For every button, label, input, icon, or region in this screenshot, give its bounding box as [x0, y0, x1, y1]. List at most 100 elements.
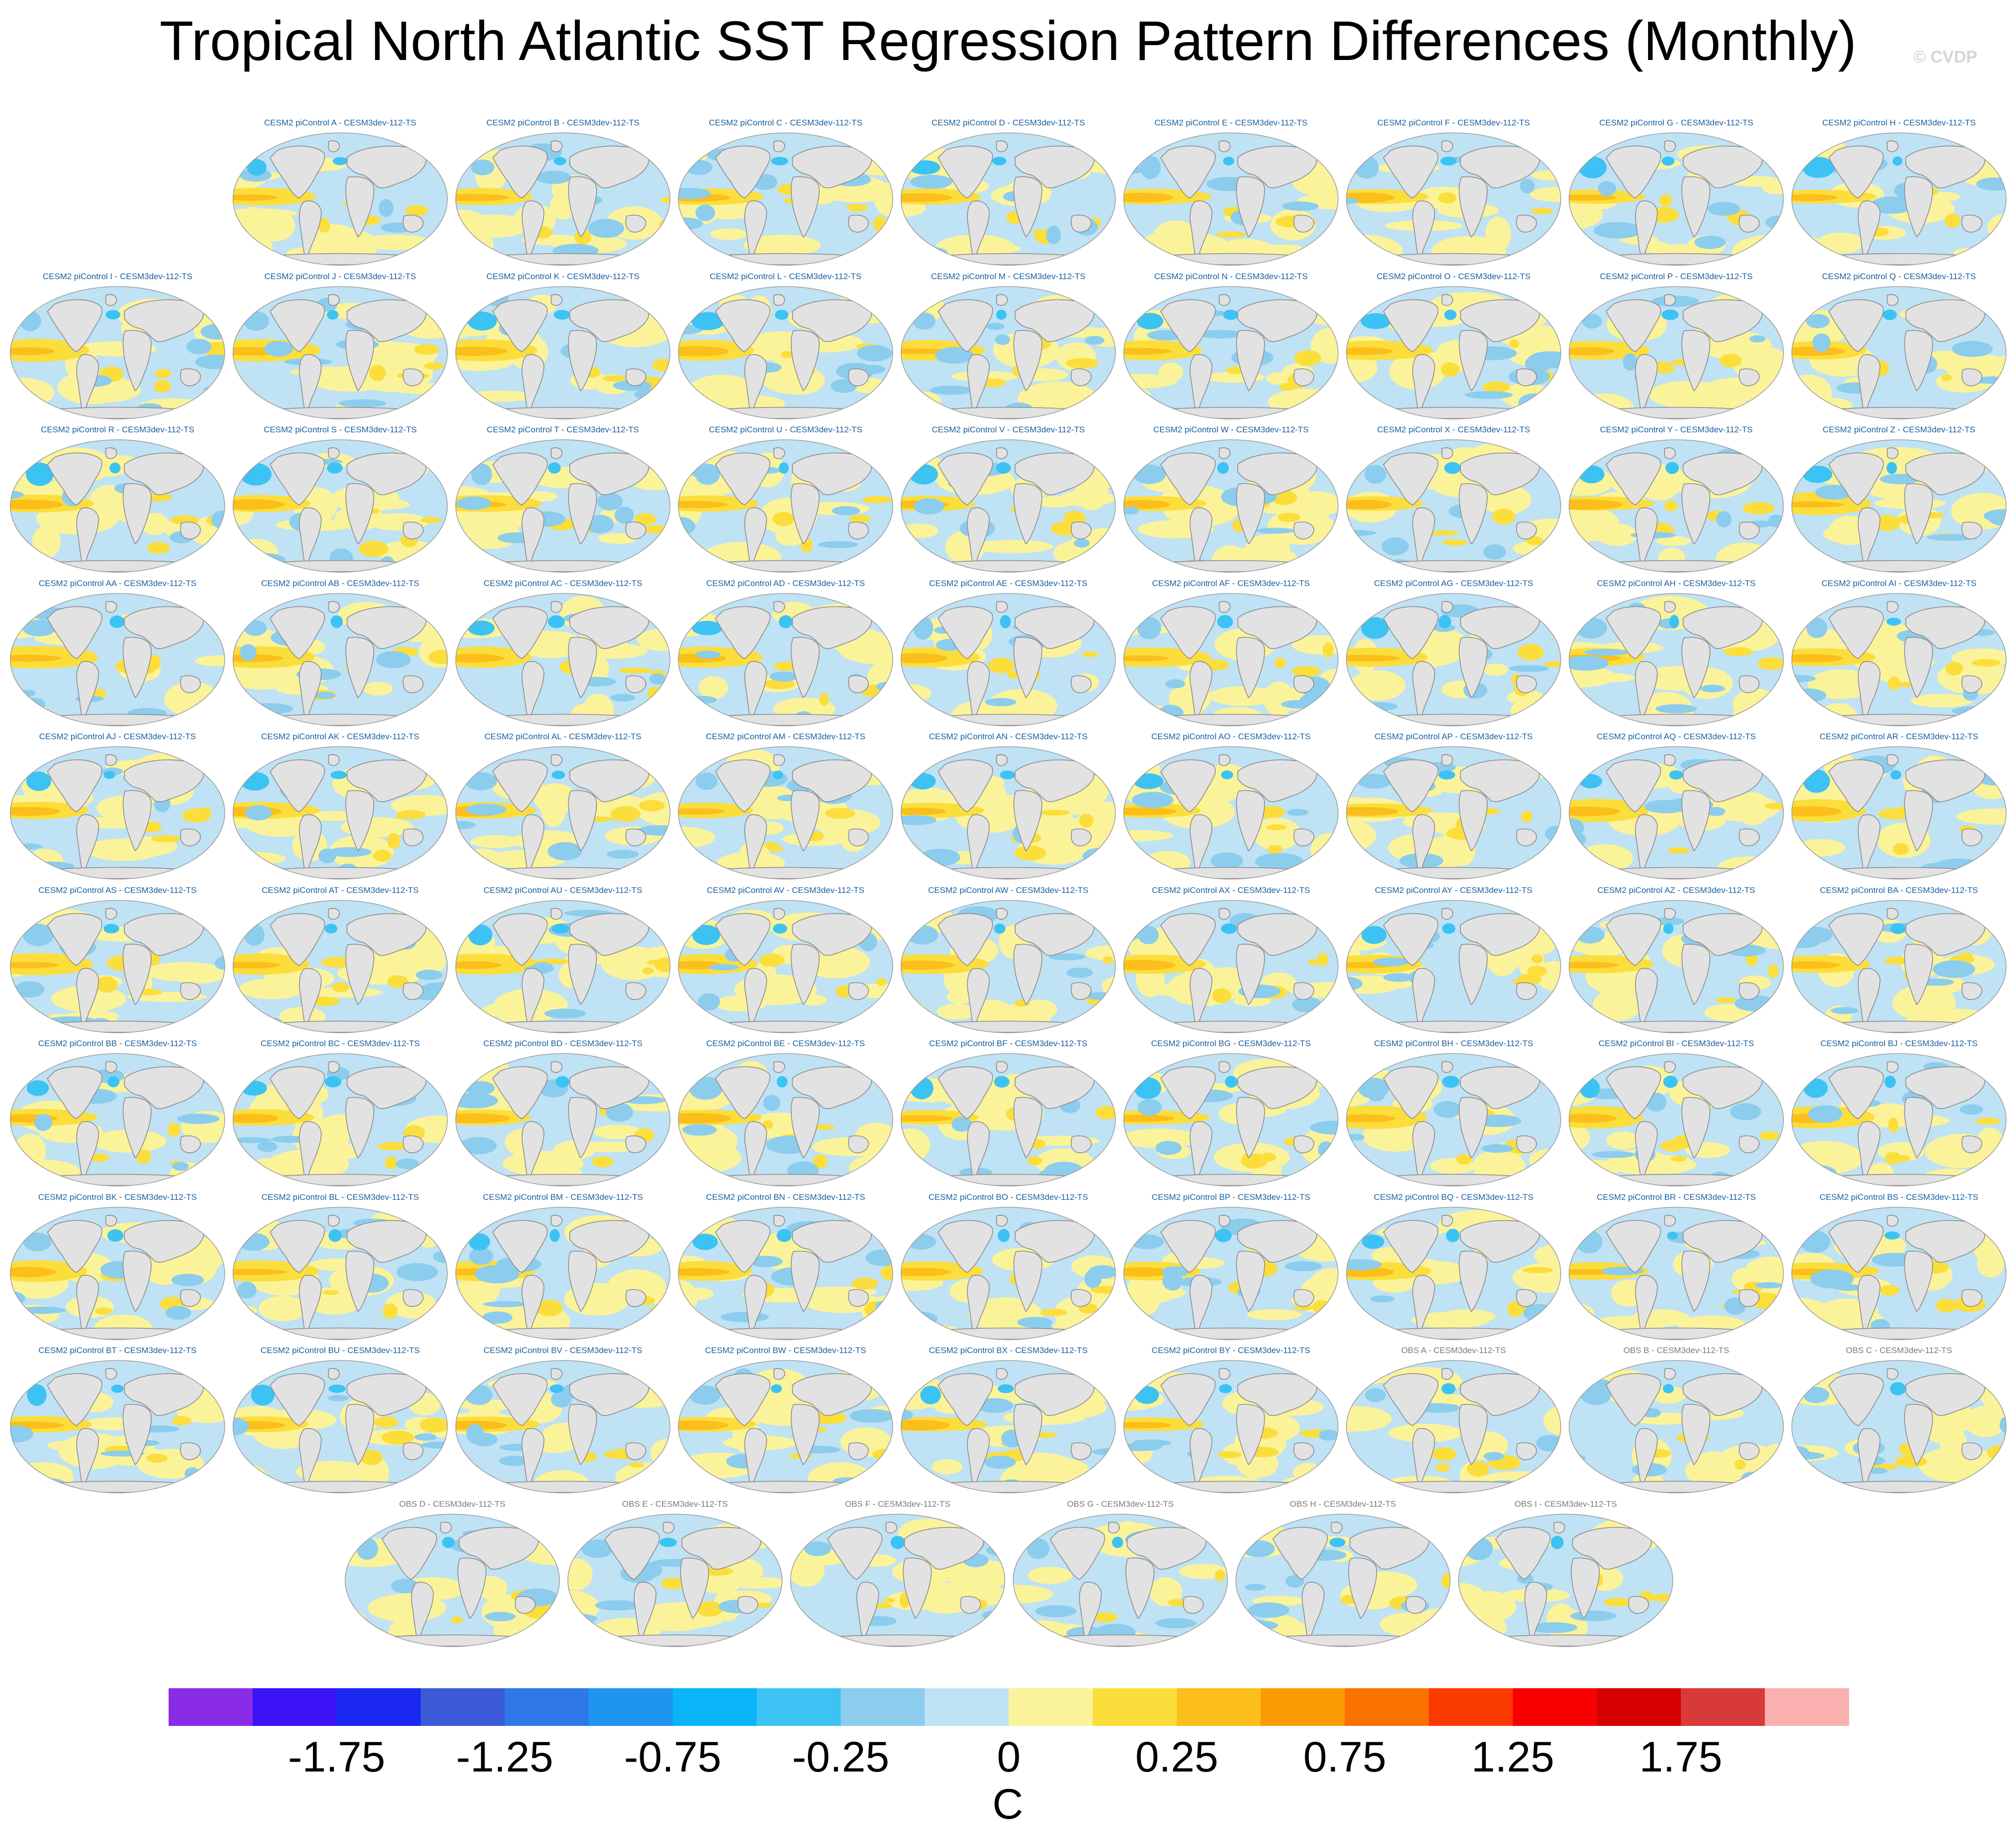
map-panel: OBS C - CESM3dev-112-TS	[1788, 1345, 2010, 1496]
panel-title: CESM2 piControl BU - CESM3dev-112-TS	[260, 1346, 420, 1355]
sst-map	[678, 746, 893, 880]
map-panel: CESM2 piControl AN - CESM3dev-112-TS	[897, 731, 1119, 882]
map-panel: CESM2 piControl F - CESM3dev-112-TS	[1343, 117, 1565, 268]
map-panel: CESM2 piControl AY - CESM3dev-112-TS	[1343, 885, 1565, 1036]
map-panel: CESM2 piControl Y - CESM3dev-112-TS	[1565, 424, 1787, 575]
map-panel: CESM2 piControl BN - CESM3dev-112-TS	[674, 1191, 897, 1343]
panel-title: CESM2 piControl G - CESM3dev-112-TS	[1599, 118, 1754, 127]
sst-map	[901, 132, 1116, 266]
map-panel: CESM2 piControl BU - CESM3dev-112-TS	[229, 1345, 451, 1496]
panel-title: CESM2 piControl A - CESM3dev-112-TS	[264, 118, 417, 127]
map-panel: CESM2 piControl U - CESM3dev-112-TS	[674, 424, 897, 575]
panel-title: CESM2 piControl T - CESM3dev-112-TS	[487, 425, 639, 434]
colorbar-tick-label: -0.25	[792, 1733, 890, 1781]
sst-map	[10, 439, 225, 573]
panel-title: OBS C - CESM3dev-112-TS	[1845, 1346, 1953, 1355]
panel-title: CESM2 piControl E - CESM3dev-112-TS	[1154, 118, 1308, 127]
panel-title: CESM2 piControl AN - CESM3dev-112-TS	[929, 732, 1088, 741]
sst-map	[901, 746, 1116, 880]
sst-map	[678, 439, 893, 573]
map-panel: CESM2 piControl BY - CESM3dev-112-TS	[1120, 1345, 1342, 1496]
map-panel: CESM2 piControl BD - CESM3dev-112-TS	[452, 1038, 674, 1189]
sst-map	[10, 592, 225, 726]
map-panel: CESM2 piControl BB - CESM3dev-112-TS	[6, 1038, 229, 1189]
map-panel: CESM2 piControl H - CESM3dev-112-TS	[1788, 117, 2010, 268]
sst-map	[1346, 899, 1561, 1033]
colorbar-swatch	[756, 1688, 841, 1726]
panel-title: CESM2 piControl W - CESM3dev-112-TS	[1153, 425, 1309, 434]
map-panel: CESM2 piControl BM - CESM3dev-112-TS	[452, 1191, 674, 1343]
sst-map	[233, 592, 448, 726]
panel-title: CESM2 piControl AH - CESM3dev-112-TS	[1597, 578, 1756, 588]
map-panel: OBS G - CESM3dev-112-TS	[1009, 1498, 1231, 1650]
sst-map	[678, 1360, 893, 1493]
map-panel: CESM2 piControl BC - CESM3dev-112-TS	[229, 1038, 451, 1189]
map-panel: CESM2 piControl L - CESM3dev-112-TS	[674, 271, 897, 422]
colorbar-tick-label: 1.25	[1471, 1733, 1555, 1781]
panel-title: OBS B - CESM3dev-112-TS	[1623, 1346, 1729, 1355]
map-panel: CESM2 piControl BG - CESM3dev-112-TS	[1120, 1038, 1342, 1189]
map-panel: CESM2 piControl AV - CESM3dev-112-TS	[674, 885, 897, 1036]
map-panel: CESM2 piControl BL - CESM3dev-112-TS	[229, 1191, 451, 1343]
map-panel: CESM2 piControl I - CESM3dev-112-TS	[6, 271, 229, 422]
sst-map	[1791, 592, 2007, 726]
sst-map	[1791, 1360, 2007, 1493]
panel-title: CESM2 piControl BF - CESM3dev-112-TS	[929, 1039, 1088, 1048]
sst-map	[678, 592, 893, 726]
map-panel: CESM2 piControl AF - CESM3dev-112-TS	[1120, 578, 1342, 729]
sst-map	[1791, 1053, 2007, 1186]
map-panel: CESM2 piControl BQ - CESM3dev-112-TS	[1343, 1191, 1565, 1343]
panel-title: CESM2 piControl Q - CESM3dev-112-TS	[1822, 271, 1976, 281]
sst-map	[1569, 592, 1784, 726]
panel-title: CESM2 piControl BK - CESM3dev-112-TS	[38, 1192, 197, 1202]
sst-map	[1791, 899, 2007, 1033]
panel-title: CESM2 piControl K - CESM3dev-112-TS	[486, 271, 640, 281]
panel-title: CESM2 piControl AT - CESM3dev-112-TS	[261, 885, 419, 895]
panel-title: CESM2 piControl BJ - CESM3dev-112-TS	[1820, 1039, 1978, 1048]
sst-map	[233, 1360, 448, 1493]
panel-title: CESM2 piControl BP - CESM3dev-112-TS	[1152, 1192, 1310, 1202]
sst-map	[1123, 439, 1339, 573]
sst-map	[1569, 1206, 1784, 1340]
panel-title: CESM2 piControl Z - CESM3dev-112-TS	[1823, 425, 1975, 434]
map-panel: CESM2 piControl BI - CESM3dev-112-TS	[1565, 1038, 1787, 1189]
map-panel: CESM2 piControl BA - CESM3dev-112-TS	[1788, 885, 2010, 1036]
colorbar-swatch	[1429, 1688, 1513, 1726]
panel-title: CESM2 piControl S - CESM3dev-112-TS	[263, 425, 417, 434]
panel-title: CESM2 piControl H - CESM3dev-112-TS	[1822, 118, 1976, 127]
sst-map	[233, 286, 448, 419]
sst-map	[901, 439, 1116, 573]
map-panel: CESM2 piControl BS - CESM3dev-112-TS	[1788, 1191, 2010, 1343]
panel-title: CESM2 piControl BV - CESM3dev-112-TS	[484, 1346, 642, 1355]
panel-title: CESM2 piControl BD - CESM3dev-112-TS	[483, 1039, 643, 1048]
panel-title: CESM2 piControl J - CESM3dev-112-TS	[264, 271, 416, 281]
map-panel: CESM2 piControl BE - CESM3dev-112-TS	[674, 1038, 897, 1189]
map-panel: CESM2 piControl AT - CESM3dev-112-TS	[229, 885, 451, 1036]
map-panel: CESM2 piControl AD - CESM3dev-112-TS	[674, 578, 897, 729]
sst-map	[455, 1360, 671, 1493]
panel-title: CESM2 piControl AU - CESM3dev-112-TS	[484, 885, 642, 895]
panel-title: CESM2 piControl P - CESM3dev-112-TS	[1599, 271, 1753, 281]
sst-map	[455, 132, 671, 266]
sst-map	[1791, 286, 2007, 419]
sst-map	[455, 592, 671, 726]
sst-map	[1569, 132, 1784, 266]
map-panel: CESM2 piControl N - CESM3dev-112-TS	[1120, 271, 1342, 422]
panel-title: CESM2 piControl Y - CESM3dev-112-TS	[1599, 425, 1753, 434]
panel-title: CESM2 piControl BB - CESM3dev-112-TS	[38, 1039, 197, 1048]
map-panel: OBS H - CESM3dev-112-TS	[1232, 1498, 1454, 1650]
map-panel: CESM2 piControl AP - CESM3dev-112-TS	[1343, 731, 1565, 882]
colorbar-swatch	[1176, 1688, 1261, 1726]
panel-title: CESM2 piControl AS - CESM3dev-112-TS	[38, 885, 197, 895]
panel-title: CESM2 piControl M - CESM3dev-112-TS	[931, 271, 1086, 281]
panel-title: CESM2 piControl R - CESM3dev-112-TS	[41, 425, 194, 434]
colorbar-swatch	[252, 1688, 337, 1726]
map-panel: CESM2 piControl BV - CESM3dev-112-TS	[452, 1345, 674, 1496]
colorbar-swatch	[421, 1688, 505, 1726]
sst-map	[1123, 1053, 1339, 1186]
panel-title: CESM2 piControl BI - CESM3dev-112-TS	[1598, 1039, 1754, 1048]
colorbar-swatch	[1009, 1688, 1093, 1726]
sst-map	[1235, 1513, 1451, 1647]
panel-title: CESM2 piControl AK - CESM3dev-112-TS	[261, 732, 420, 741]
colorbar-tick-label: -1.75	[288, 1733, 385, 1781]
